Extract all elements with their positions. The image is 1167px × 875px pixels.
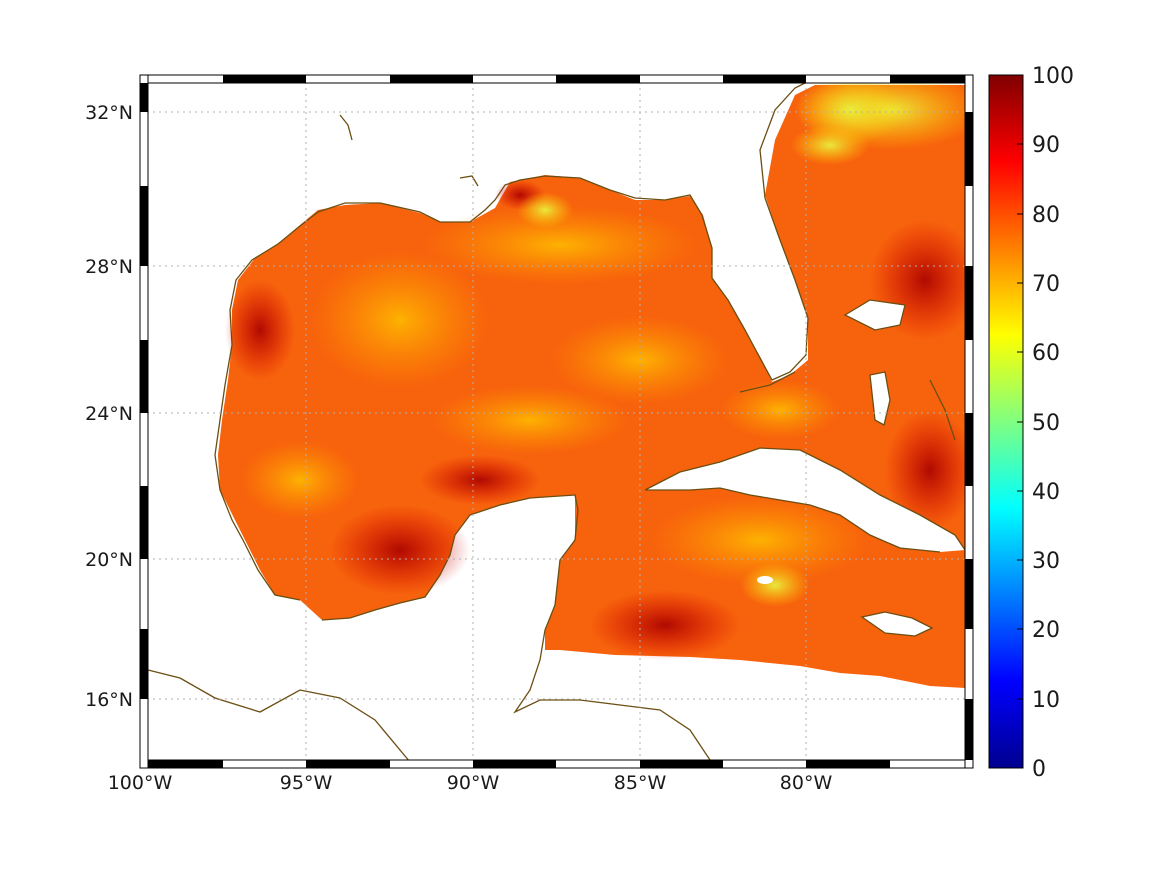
- lat-label: 16°N: [85, 689, 133, 711]
- cuba-coastline: [644, 447, 966, 553]
- colorbar-tick-label: 100: [1032, 64, 1074, 89]
- lon-label: 80°W: [780, 772, 833, 794]
- field-warm-swirl: [420, 205, 700, 285]
- colorbar-tick-label: 80: [1032, 203, 1060, 228]
- colorbar-tick-label: 90: [1032, 133, 1060, 158]
- field-hot-patch: [330, 505, 470, 595]
- latitude-labels: 32°N 28°N 24°N 20°N 16°N: [85, 102, 133, 711]
- field-warm-swirl: [550, 315, 730, 405]
- grid-layer: [141, 76, 972, 767]
- jamaica-land: [862, 612, 932, 636]
- colorbar-tick-label: 10: [1032, 688, 1060, 713]
- field-hot-patch: [420, 455, 540, 505]
- field-warm-swirl: [720, 380, 840, 440]
- colorbar-tick-label: 20: [1032, 618, 1060, 643]
- field-warm-swirl: [240, 440, 360, 520]
- bahamas-land: [870, 372, 890, 425]
- colorbar-labels: 100 90 80 70 60 50 40 30 20 10 0: [1032, 64, 1074, 782]
- lat-label: 20°N: [85, 549, 133, 571]
- colorbar: 100 90 80 70 60 50 40 30 20 10 0: [988, 64, 1074, 782]
- field-hot-patch: [225, 280, 295, 380]
- jamaica-coastline: [860, 611, 934, 637]
- colorbar-tick-label: 60: [1032, 341, 1060, 366]
- cuba-land: [645, 448, 965, 552]
- field-warm-swirl: [430, 385, 630, 455]
- lat-label: 28°N: [85, 256, 133, 278]
- lat-label: 24°N: [85, 403, 133, 425]
- field-cool-patch: [790, 125, 870, 165]
- field-hot-patch: [885, 410, 973, 530]
- colorbar-tick-label: 50: [1032, 411, 1060, 436]
- yucatan-coastline: [321, 494, 711, 761]
- field-hot-patch: [590, 590, 740, 660]
- field-warm-swirl: [310, 250, 490, 390]
- field-cool-patch: [517, 192, 573, 228]
- lon-label: 100°W: [108, 772, 173, 794]
- colorbar-tick-label: 70: [1032, 272, 1060, 297]
- field-cool-patch: [740, 563, 810, 607]
- colorbar-tick-label: 0: [1032, 757, 1046, 782]
- colorbar-tick-label: 30: [1032, 549, 1060, 574]
- ocean-field-layer: [218, 75, 973, 688]
- lon-label: 85°W: [614, 772, 667, 794]
- island-land: [757, 576, 773, 584]
- lake-coastline: [339, 114, 479, 187]
- field-warm-swirl: [650, 495, 870, 585]
- longitude-labels: 100°W 95°W 90°W 85°W 80°W: [108, 772, 833, 794]
- colorbar-tick-label: 40: [1032, 480, 1060, 505]
- keys-coastline: [739, 371, 796, 393]
- lon-label: 90°W: [447, 772, 500, 794]
- colorbar-ticks: [1017, 143, 1023, 700]
- lat-label: 32°N: [85, 102, 133, 124]
- lon-label: 95°W: [280, 772, 333, 794]
- map-frame: [139, 74, 974, 769]
